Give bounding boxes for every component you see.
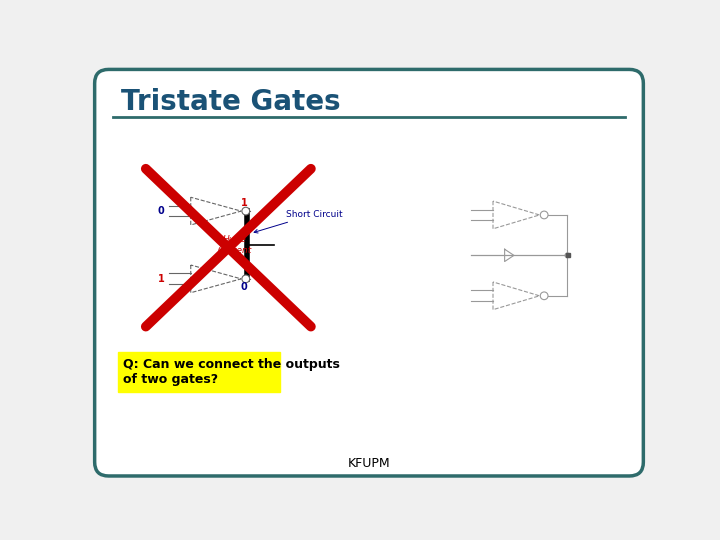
Circle shape xyxy=(242,275,250,283)
Circle shape xyxy=(540,211,548,219)
Text: KFUPM: KFUPM xyxy=(348,457,390,470)
Text: 0: 0 xyxy=(241,281,248,292)
Text: Q: Can we connect the outputs
of two gates?: Q: Can we connect the outputs of two gat… xyxy=(122,358,339,386)
Circle shape xyxy=(540,292,548,300)
Text: Huge
Current: Huge Current xyxy=(218,235,252,255)
FancyBboxPatch shape xyxy=(118,352,280,392)
Circle shape xyxy=(565,253,570,258)
Text: 1: 1 xyxy=(158,274,165,284)
Text: Short Circuit: Short Circuit xyxy=(254,210,343,233)
FancyBboxPatch shape xyxy=(94,70,644,476)
Bar xyxy=(566,253,570,257)
Text: 0: 0 xyxy=(158,206,165,216)
Text: 1: 1 xyxy=(241,198,248,208)
Text: Tristate Gates: Tristate Gates xyxy=(121,88,341,116)
Circle shape xyxy=(242,207,250,215)
